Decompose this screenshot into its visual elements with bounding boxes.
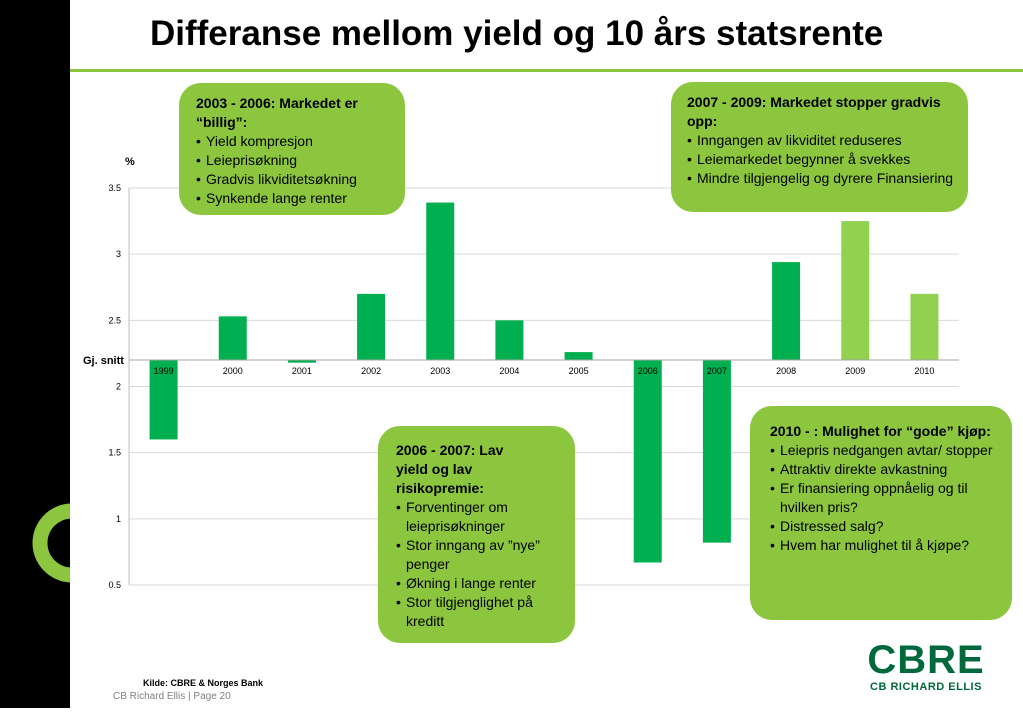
bullet-item: Stor inngang av ”nye” penger [396, 536, 565, 574]
bar-2004 [495, 320, 524, 361]
annotation-2007-2009: 2007 - 2009: Markedet stopper gradvis op… [671, 82, 968, 212]
bar-2002 [357, 293, 386, 361]
bar-2000 [218, 316, 247, 361]
x-tick-label: 2003 [430, 366, 450, 376]
baseline-label: Gj. snitt [83, 355, 124, 367]
annotation-bullets: Leiepris nedgangen avtar/ stopper Attrak… [770, 441, 1002, 555]
x-tick-label: 2000 [223, 366, 243, 376]
logo-subtitle: CB RICHARD ELLIS [870, 681, 982, 693]
y-tick-label: 1 [116, 514, 121, 524]
bullet-item: Attraktiv direkte avkastning [770, 460, 1002, 479]
bar-2008 [772, 262, 801, 361]
bullet-item: Leiemarkedet begynner å svekkes [687, 150, 958, 169]
x-tick-label: 2001 [292, 366, 312, 376]
annotation-bullets: Forventinger om leieprisøkninger Stor in… [396, 498, 565, 631]
y-tick-label: 2.5 [108, 315, 121, 325]
bar-2005 [564, 352, 593, 361]
sidebar-band [0, 0, 112, 708]
slide-title: Differanse mellom yield og 10 års statsr… [150, 14, 884, 53]
x-tick-label: 2004 [499, 366, 519, 376]
x-tick-label: 2010 [914, 366, 934, 376]
bar-2001 [287, 360, 316, 363]
bullet-item: Inngangen av likviditet reduseres [687, 131, 958, 150]
bullet-item: Er finansiering oppnåelig og til hvilken… [770, 479, 1002, 517]
annotation-2003-2006: 2003 - 2006: Markedet er “billig”: Yield… [179, 83, 405, 215]
logo-wordmark: CBRE [867, 638, 985, 682]
bullet-item: Yield kompresjon [196, 132, 395, 151]
annotation-2006-2007: 2006 - 2007: Lav yield og lav risikoprem… [378, 426, 575, 643]
y-tick-label: 3.5 [108, 183, 121, 193]
annotation-2010: 2010 - : Mulighet for “gode” kjøp: Leiep… [750, 406, 1012, 620]
y-tick-label: 3 [116, 249, 121, 259]
bar-2006 [633, 360, 662, 563]
annotation-heading: 2003 - 2006: Markedet er “billig”: [196, 95, 358, 130]
bar-2007 [702, 360, 731, 543]
cbre-logo: CBRE CB RICHARD ELLIS [864, 640, 988, 693]
bullet-item: Gradvis likviditetsøkning [196, 170, 395, 189]
bullet-item: Leiepris nedgangen avtar/ stopper [770, 441, 1002, 460]
x-tick-label: 2005 [569, 366, 589, 376]
bullet-item: Leieprisøkning [196, 151, 395, 170]
bullet-item: Hvem har mulighet til å kjøpe? [770, 536, 1002, 555]
bar-2009 [841, 221, 870, 361]
y-tick-label: 2 [116, 382, 121, 392]
page-footer: CB Richard Ellis | Page 20 [113, 691, 231, 702]
annotation-heading: 2007 - 2009: Markedet stopper gradvis op… [687, 94, 941, 129]
title-divider [70, 69, 1023, 72]
x-tick-label: 2002 [361, 366, 381, 376]
annotation-bullets: Inngangen av likviditet reduseres Leiema… [687, 131, 958, 188]
bullet-item: Mindre tilgjengelig og dyrere Finansieri… [687, 169, 958, 188]
bullet-item: Synkende lange renter [196, 189, 395, 208]
bullet-item: Stor tilgjenglighet på kreditt [396, 593, 565, 631]
bullet-item: Økning i lange renter [396, 574, 565, 593]
annotation-heading: 2006 - 2007: Lav yield og lav risikoprem… [396, 442, 504, 496]
bar-2010 [910, 293, 939, 361]
x-tick-label: 1999 [154, 366, 174, 376]
annotation-bullets: Yield kompresjon Leieprisøkning Gradvis … [196, 132, 395, 208]
bar-2003 [426, 202, 455, 361]
y-tick-label: 1.5 [108, 448, 121, 458]
x-tick-label: 2007 [707, 366, 727, 376]
source-note: Kilde: CBRE & Norges Bank [143, 678, 264, 688]
bullet-item: Forventinger om leieprisøkninger [396, 498, 565, 536]
x-tick-label: 2006 [638, 366, 658, 376]
annotation-heading: 2010 - : Mulighet for “gode” kjøp: [770, 423, 991, 439]
y-axis-label: % [125, 156, 135, 168]
bar-1999 [149, 360, 178, 440]
bullet-item: Distressed salg? [770, 517, 1002, 536]
y-tick-label: 0.5 [108, 580, 121, 590]
x-tick-label: 2008 [776, 366, 796, 376]
x-tick-label: 2009 [845, 366, 865, 376]
